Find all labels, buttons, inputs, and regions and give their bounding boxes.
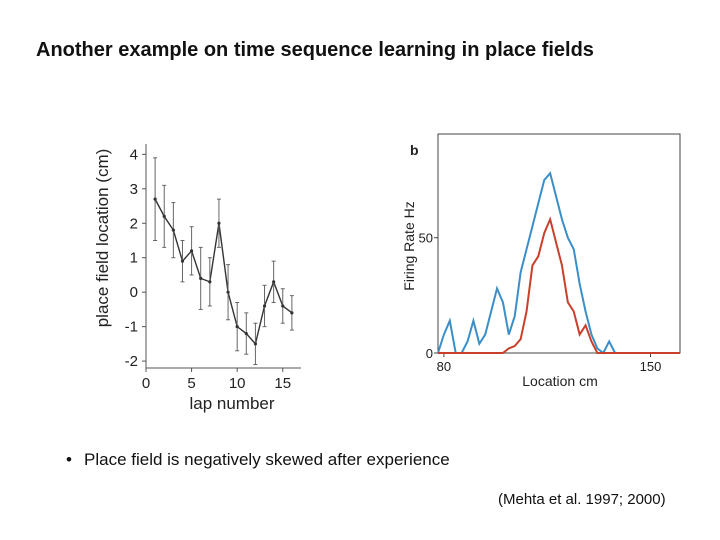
left-data-point [208, 280, 212, 284]
left-data-point [253, 342, 258, 346]
left-y-tick-label: 4 [130, 146, 138, 163]
right-plot-frame [437, 133, 681, 354]
right-x-tick-label: 80 [437, 359, 451, 374]
left-y-tick-label: 3 [130, 181, 138, 198]
right-series-line-red [438, 216, 680, 354]
left-y-tick-label: 2 [130, 215, 138, 232]
left-y-tick-label: -1 [125, 319, 138, 336]
left-data-point [199, 276, 203, 280]
left-data-point [290, 311, 294, 315]
left-x-tick-label: 15 [274, 375, 291, 392]
right-x-tick-label: 150 [640, 359, 662, 374]
left-x-axis-label: lap number [189, 394, 274, 413]
right-y-tick-label: 50 [419, 231, 433, 246]
left-x-tick-label: 5 [187, 375, 195, 392]
left-data-point [272, 280, 276, 284]
left-data-point [153, 197, 157, 201]
slide-title: Another example on time sequence learnin… [36, 39, 594, 61]
left-data-point [171, 228, 175, 232]
left-y-tick-label: -2 [125, 353, 138, 370]
left-data-point [262, 304, 267, 308]
firing-rate-chart: b 0 50 80 150 Firing Rate Hz Location cm [401, 133, 681, 389]
left-data-point [235, 325, 239, 329]
left-chart-axes [145, 144, 301, 369]
right-x-axis-label: Location cm [522, 373, 597, 389]
left-data-point [226, 290, 230, 294]
left-data-point [189, 249, 194, 253]
left-chart-marks [153, 157, 294, 366]
left-data-point [162, 214, 166, 218]
left-y-tick-label: 1 [130, 250, 138, 267]
left-data-point [244, 331, 248, 336]
right-chart-axes [437, 133, 681, 354]
right-chart-ticks: 0 50 80 150 [419, 231, 662, 374]
left-data-point [180, 259, 185, 263]
bullet-point: • Place field is negatively skewed after … [66, 450, 450, 470]
bullet-marker: • [66, 450, 72, 469]
citation: (Mehta et al. 1997; 2000) [498, 491, 666, 508]
left-y-tick-label: 0 [130, 284, 138, 301]
left-data-point [281, 304, 285, 308]
panel-label-b: b [410, 142, 419, 158]
left-data-point [217, 221, 221, 225]
right-series-line-blue [437, 171, 680, 355]
bullet-text: Place field is negatively skewed after e… [84, 450, 450, 469]
left-y-axis-label: place field location (cm) [93, 149, 112, 328]
left-x-tick-label: 10 [229, 375, 246, 392]
right-y-tick-label: 0 [426, 346, 433, 361]
right-y-axis-label: Firing Rate Hz [401, 201, 417, 290]
left-series-line [154, 198, 293, 346]
right-chart-marks [437, 171, 680, 355]
left-x-tick-label: 0 [142, 375, 150, 392]
